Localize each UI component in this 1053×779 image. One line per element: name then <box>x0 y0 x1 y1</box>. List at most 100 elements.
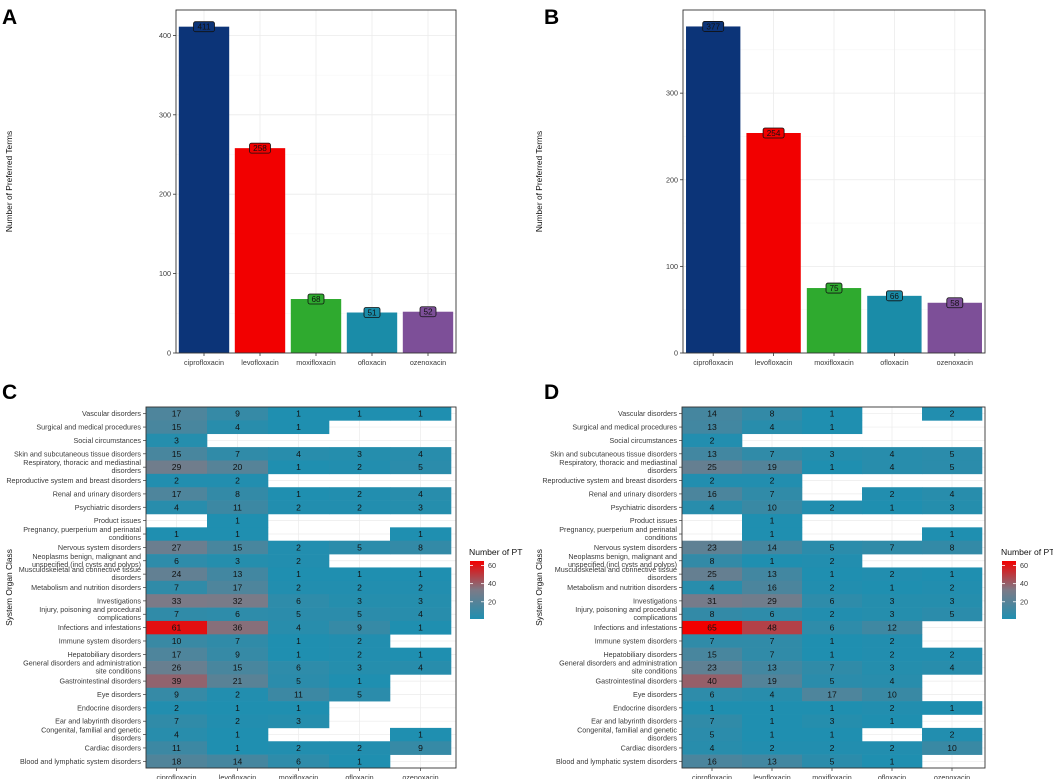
heat-cell <box>742 661 803 675</box>
heat-cell-value: 2 <box>296 502 301 512</box>
heat-cell <box>802 687 863 702</box>
heat-cell-value: 9 <box>418 743 423 753</box>
heat-cell <box>390 620 452 635</box>
heat-cell-value: 1 <box>418 529 423 539</box>
heat-cell-value: 29 <box>172 462 182 472</box>
heat-cell-value: 3 <box>357 596 362 606</box>
heat-cell <box>682 500 743 515</box>
heat-cell-value: 2 <box>890 489 895 499</box>
heat-cell-value: 4 <box>890 676 895 686</box>
heat-cell <box>268 741 330 755</box>
heat-cell <box>862 687 923 702</box>
heat-cell-value: 6 <box>174 556 179 566</box>
heat-cell <box>146 527 208 542</box>
heat-cell-value: 4 <box>710 502 715 512</box>
heat-cell-value: 17 <box>827 689 837 699</box>
data-label-box <box>825 282 843 294</box>
heat-cell-value: 4 <box>418 663 423 673</box>
heat-cell <box>268 594 330 608</box>
row-label: Reproductive system and breast disorders <box>6 476 141 485</box>
heat-cell <box>146 674 208 689</box>
heat-cell-value: 2 <box>418 583 423 593</box>
row-label: Pregnancy, puerperium and perinatal <box>559 525 677 534</box>
heat-cell-value: 3 <box>418 596 423 606</box>
heat-cell-value: 2 <box>890 649 895 659</box>
heat-cell <box>146 661 208 675</box>
heat-cell-value: 9 <box>235 649 240 659</box>
heat-cell-value: 5 <box>357 542 362 552</box>
heat-cell-value: 6 <box>710 689 715 699</box>
heat-cell-value: 3 <box>357 663 362 673</box>
heat-cell <box>682 594 743 608</box>
heat-cell-value: 1 <box>830 409 835 419</box>
row-label: Respiratory, thoracic and mediastinal <box>23 458 141 467</box>
heat-cell-value: 2 <box>710 476 715 486</box>
heat-cell <box>802 701 863 715</box>
heat-cell <box>742 754 803 769</box>
heat-cell <box>742 567 803 582</box>
heat-cell-value: 2 <box>296 743 301 753</box>
panel-letter-b: B <box>544 6 559 29</box>
heat-cell <box>146 634 208 648</box>
row-label: Hepatobiliary disorders <box>603 650 677 659</box>
heat-cell-value: 4 <box>418 489 423 499</box>
heat-cell-value: 7 <box>174 583 179 593</box>
row-label: Reproductive system and breast disorders <box>542 476 677 485</box>
heat-cell <box>802 714 863 729</box>
heat-cell-value: 2 <box>174 703 179 713</box>
heat-cell <box>802 420 863 435</box>
y-axis-title: System Organ Class <box>4 549 14 626</box>
heat-cell <box>329 754 391 769</box>
heat-cell-value: 11 <box>172 743 181 753</box>
heat-cell-value: 2 <box>296 583 301 593</box>
heat-cell <box>268 407 330 421</box>
row-label: Infections and infestations <box>594 623 678 632</box>
heat-cell-value: 2 <box>357 489 362 499</box>
heat-cell <box>862 487 923 501</box>
data-label-ozenoxacin: 52 <box>423 308 433 317</box>
heat-cell-value: 1 <box>296 489 301 499</box>
heat-cell <box>862 701 923 715</box>
heat-cell-value: 4 <box>890 462 895 472</box>
heat-cell <box>329 500 391 515</box>
heat-cell <box>862 447 923 461</box>
x-tick-label-ciprofloxacin: ciprofloxacin <box>157 773 197 779</box>
row-label: Blood and lymphatic system disorders <box>556 757 677 766</box>
row-label: disorders <box>647 573 677 582</box>
plot-frame <box>145 406 457 769</box>
heat-cell <box>207 594 269 608</box>
heat-cell <box>682 567 743 582</box>
row-label: Social circumstances <box>73 436 141 445</box>
heat-cell-value: 1 <box>418 409 423 419</box>
heat-cell <box>207 513 269 528</box>
heat-cell <box>207 647 269 662</box>
heat-cell-value: 17 <box>172 649 182 659</box>
heat-cell <box>862 634 923 648</box>
legend-colorbar <box>470 561 484 619</box>
heat-cell-value: 6 <box>296 756 301 766</box>
heat-cell <box>802 407 863 421</box>
heat-cell-value: 1 <box>830 569 835 579</box>
heat-cell <box>146 647 208 662</box>
heat-cell-value: 4 <box>710 583 715 593</box>
heat-cell-value: 2 <box>950 583 955 593</box>
heat-cell-value: 4 <box>174 730 179 740</box>
heat-cell-value: 2 <box>830 502 835 512</box>
panel-letter-d: D <box>544 381 559 404</box>
row-label: Eye disorders <box>633 690 677 699</box>
heat-cell-value: 4 <box>418 609 423 619</box>
heat-cell <box>268 567 330 582</box>
x-tick-label-levofloxacin: levofloxacin <box>241 358 279 367</box>
heat-cell-value: 3 <box>296 716 301 726</box>
row-label: disorders <box>111 573 141 582</box>
heat-cell-value: 2 <box>950 649 955 659</box>
heat-cell <box>922 701 983 715</box>
heat-cell <box>802 460 863 475</box>
heat-cell-value: 14 <box>233 756 243 766</box>
heat-cell-value: 16 <box>707 756 717 766</box>
heat-cell-value: 19 <box>767 462 777 472</box>
heat-cell <box>802 754 863 769</box>
heat-cell-value: 1 <box>418 569 423 579</box>
row-label: complications <box>97 613 141 622</box>
row-label: Congenital, familial and genetic <box>41 726 141 735</box>
